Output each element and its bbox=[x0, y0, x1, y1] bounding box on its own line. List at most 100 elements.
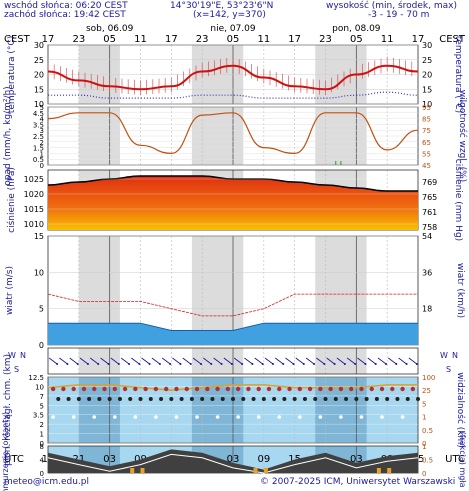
cloud-dot-black bbox=[210, 397, 215, 401]
wind-ylabel-right: wiatr (km/h) bbox=[455, 263, 465, 318]
wind-direction-arrow bbox=[326, 357, 335, 365]
vis-ytick-right: 5 bbox=[422, 400, 426, 408]
cloud-dot-red bbox=[359, 386, 364, 392]
cloud-dot-white bbox=[71, 415, 76, 419]
temp-ytick-right: 20 bbox=[422, 71, 432, 80]
wind-direction-arrow bbox=[336, 357, 346, 365]
precip-ytick-left: 5 bbox=[40, 104, 44, 112]
press-ytick-left: 1015 bbox=[24, 205, 44, 214]
wind-direction-arrow bbox=[316, 357, 325, 365]
fog-ytick-right: 0.5 bbox=[422, 457, 433, 465]
wind-arrow-head bbox=[271, 363, 274, 365]
wind-arrow-head bbox=[86, 363, 89, 365]
cloud-dot-white bbox=[154, 415, 158, 419]
wind-ytick-right: 18 bbox=[422, 305, 432, 314]
bottom-tz-right: UTC bbox=[445, 454, 465, 465]
cloud-dot-white bbox=[400, 415, 405, 419]
cloud-dot-red bbox=[143, 386, 148, 392]
grid-text: (x=142, y=370) bbox=[193, 10, 266, 20]
cloud-dot-white bbox=[339, 415, 343, 419]
cloud-dot-black bbox=[117, 397, 122, 401]
vis-ytick-left: 10 bbox=[35, 383, 44, 391]
top-tz-right: CEST bbox=[439, 34, 466, 45]
wind-direction-arrow bbox=[100, 357, 109, 365]
wind-arrow-head bbox=[313, 363, 316, 365]
cloud-dot-red bbox=[328, 386, 333, 392]
vis-ytick-right: 25 bbox=[422, 387, 431, 395]
cloud-dot-black bbox=[200, 397, 205, 401]
cloud-dot-red bbox=[256, 386, 261, 392]
wind-direction-arrow bbox=[408, 357, 418, 365]
cloud-dot-black bbox=[66, 397, 71, 401]
precip-ylabel-left: opad (mm/h, kg/m²/h) bbox=[3, 86, 13, 185]
wind-arrow-head bbox=[107, 363, 110, 365]
wind-direction-arrow bbox=[161, 357, 171, 365]
cloud-dot-red bbox=[225, 386, 231, 392]
precip-ytick-left: 3.5 bbox=[33, 121, 44, 129]
vis-ylabel-left: pion. rozciągł. chm. (km) bbox=[3, 354, 13, 466]
cloud-dot-red bbox=[338, 386, 344, 392]
arrows-panel-border bbox=[47, 347, 419, 375]
humidity-ytick-right: 65 bbox=[422, 139, 431, 147]
wind-arrow-head bbox=[241, 363, 244, 365]
press-ytick-left: 1020 bbox=[24, 190, 44, 199]
sunrise-text: wschód słońca: 06:20 CEST bbox=[4, 1, 128, 11]
wind-arrow-head bbox=[56, 363, 59, 365]
top-hour-label: 17 bbox=[165, 34, 178, 45]
wind-arrow-head bbox=[169, 363, 172, 365]
precip-ytick-left: 2.5 bbox=[33, 133, 44, 141]
cloud-dot-white bbox=[133, 415, 138, 419]
cloud-dot-red bbox=[133, 386, 138, 392]
wind-arrow-head bbox=[405, 363, 408, 365]
footer-email[interactable]: meteo@icm.edu.pl bbox=[4, 477, 89, 487]
wind-ytick-right: 36 bbox=[422, 268, 432, 277]
wind-direction-arrow bbox=[182, 357, 192, 365]
cloud-dot-red bbox=[184, 386, 189, 392]
cloud-dot-white bbox=[195, 415, 199, 419]
precip-ytick-left: 0 bbox=[40, 162, 44, 170]
temp-ytick-left: 10 bbox=[34, 100, 44, 109]
precip-ytick-left: 1 bbox=[40, 150, 44, 158]
cloud-low-line bbox=[47, 453, 419, 474]
precip-ytick-left: 4.5 bbox=[33, 110, 44, 118]
wind-direction-arrow bbox=[233, 357, 243, 365]
cloud-dot-black bbox=[179, 397, 184, 401]
wind-direction-arrow bbox=[223, 357, 233, 365]
vis-night-band bbox=[78, 377, 120, 443]
visibility-line bbox=[47, 384, 418, 391]
vis-ytick-left: 2 bbox=[40, 421, 44, 429]
wind-gust-line bbox=[47, 293, 418, 317]
wind-arrow-head bbox=[374, 363, 377, 365]
temp-ylabel-left: temperatura (°C) bbox=[7, 36, 17, 113]
cloud-dot-white bbox=[359, 415, 364, 419]
cloud-dot-white bbox=[318, 415, 323, 419]
press-ytick-right: 761 bbox=[422, 208, 437, 217]
cloud-dot-red bbox=[379, 386, 385, 392]
cloud-dot-red bbox=[369, 386, 374, 392]
press-ytick-left: 1010 bbox=[24, 220, 44, 229]
top-hour-label: 11 bbox=[381, 34, 394, 45]
wind-arrow-head bbox=[282, 363, 285, 365]
cloud-dot-red bbox=[410, 386, 416, 392]
cloud-ytick-left: 4 bbox=[40, 457, 45, 465]
cloud-dot-black bbox=[189, 397, 194, 401]
cloud-dot-red bbox=[287, 386, 292, 392]
cloud-dot-white bbox=[174, 415, 179, 419]
cloud-dot-black bbox=[292, 397, 297, 401]
cloud-ytick-left: 0 bbox=[40, 470, 44, 478]
pressure-area bbox=[48, 176, 418, 230]
bottom-tz-left: UTC bbox=[4, 454, 24, 465]
wind-direction-arrow bbox=[388, 357, 397, 365]
precip-ytick-left: 2 bbox=[40, 139, 44, 147]
wind-arrow-head bbox=[354, 363, 357, 365]
cloud-dot-white bbox=[215, 415, 220, 419]
humidity-ytick-right: 95 bbox=[422, 104, 431, 112]
cloud-dot-black bbox=[169, 397, 174, 401]
cloud-dot-red bbox=[215, 386, 220, 392]
temp-ytick-right: 25 bbox=[422, 56, 432, 65]
cloud-dot-white bbox=[92, 415, 97, 419]
cloud-dot-black bbox=[148, 397, 153, 401]
wind-direction-arrow bbox=[346, 357, 356, 365]
humidity-ytick-right: 45 bbox=[422, 162, 431, 170]
